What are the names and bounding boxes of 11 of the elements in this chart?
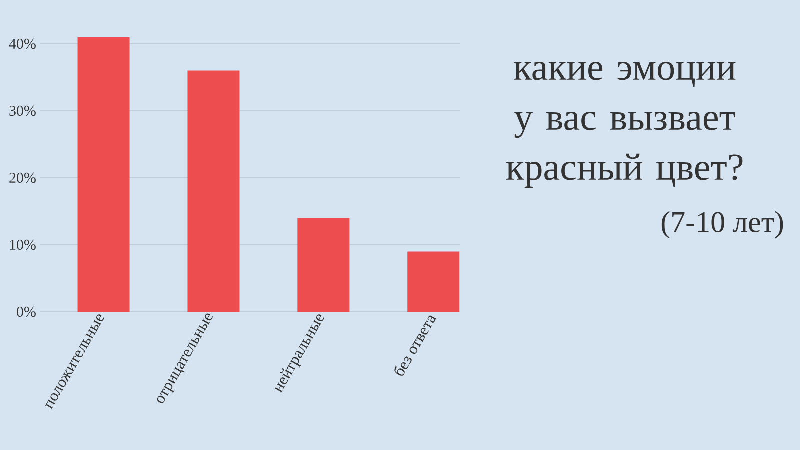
y-tick-label: 20% [10, 172, 36, 184]
y-tick-label: 10% [10, 240, 36, 250]
text: (7-10 лет) [662, 211, 784, 239]
y-tick-label: 0% [17, 306, 36, 318]
text: какие эмоции у вас вызвает красный цвет? [506, 62, 743, 188]
y-tick-label: 30% [10, 106, 36, 116]
bar [188, 70, 240, 312]
bar [298, 218, 350, 312]
bar [78, 37, 130, 312]
y-tick-label: 40% [9, 38, 36, 50]
bar [408, 252, 460, 312]
